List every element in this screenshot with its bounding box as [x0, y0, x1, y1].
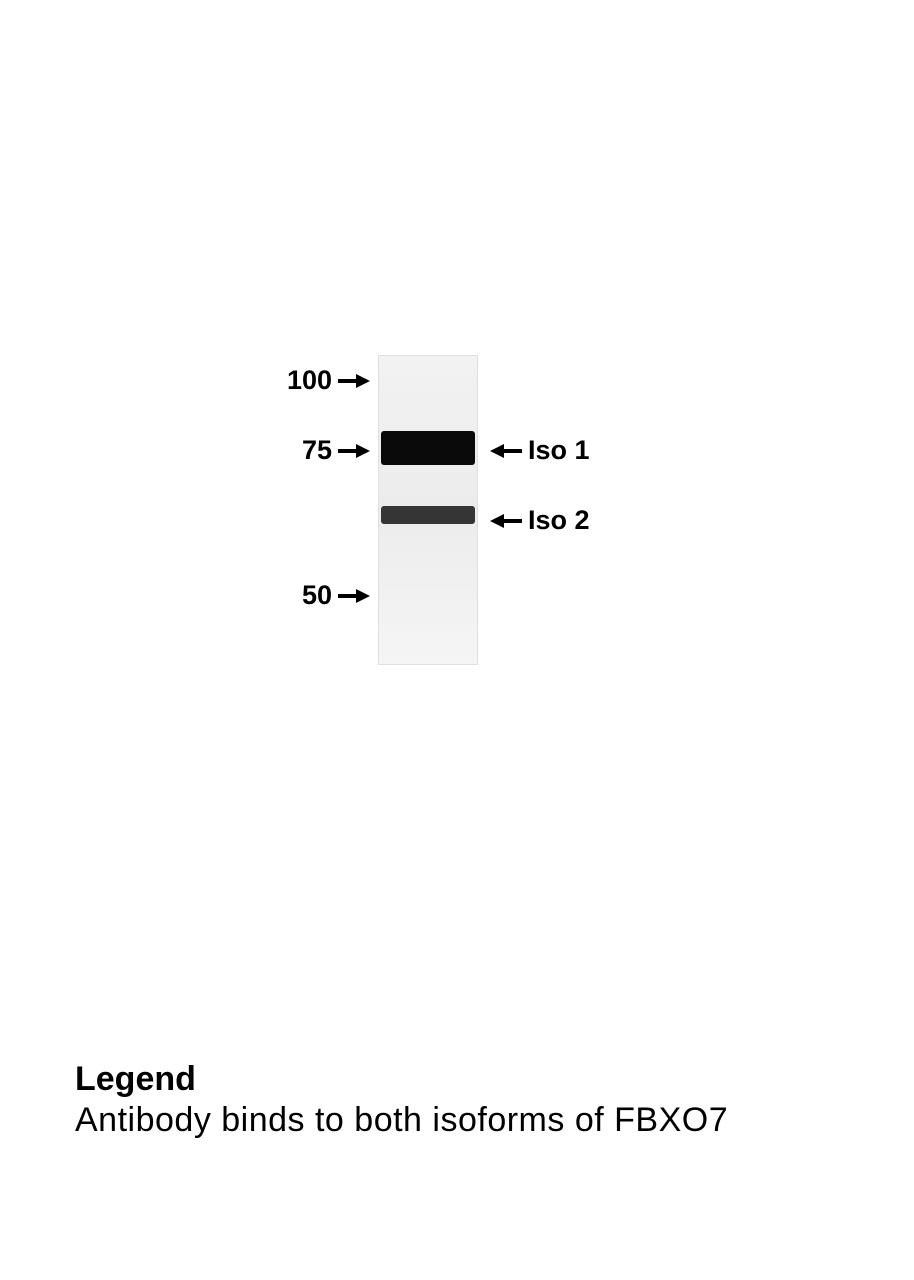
legend-title: Legend: [75, 1060, 845, 1099]
arrow-left-icon: [490, 443, 522, 459]
legend-text: Antibody binds to both isoforms of FBXO7: [75, 1101, 845, 1140]
mw-marker-label: 50: [302, 580, 332, 611]
arrow-right-icon: [338, 588, 370, 604]
western-blot: 100 75 50 Iso 1 Iso 2: [270, 355, 670, 705]
arrow-left-icon: [490, 513, 522, 529]
mw-marker-100: 100: [250, 365, 370, 396]
mw-marker-label: 100: [287, 365, 332, 396]
blot-lane: [378, 355, 478, 665]
band-iso-2: [381, 506, 475, 524]
mw-marker-50: 50: [250, 580, 370, 611]
legend: Legend Antibody binds to both isoforms o…: [75, 1060, 845, 1140]
mw-marker-label: 75: [302, 435, 332, 466]
band-label-text: Iso 1: [528, 435, 590, 466]
band-label-iso-2: Iso 2: [490, 505, 640, 536]
mw-marker-75: 75: [250, 435, 370, 466]
band-label-iso-1: Iso 1: [490, 435, 640, 466]
band-iso-1: [381, 431, 475, 465]
arrow-right-icon: [338, 373, 370, 389]
band-label-text: Iso 2: [528, 505, 590, 536]
arrow-right-icon: [338, 443, 370, 459]
